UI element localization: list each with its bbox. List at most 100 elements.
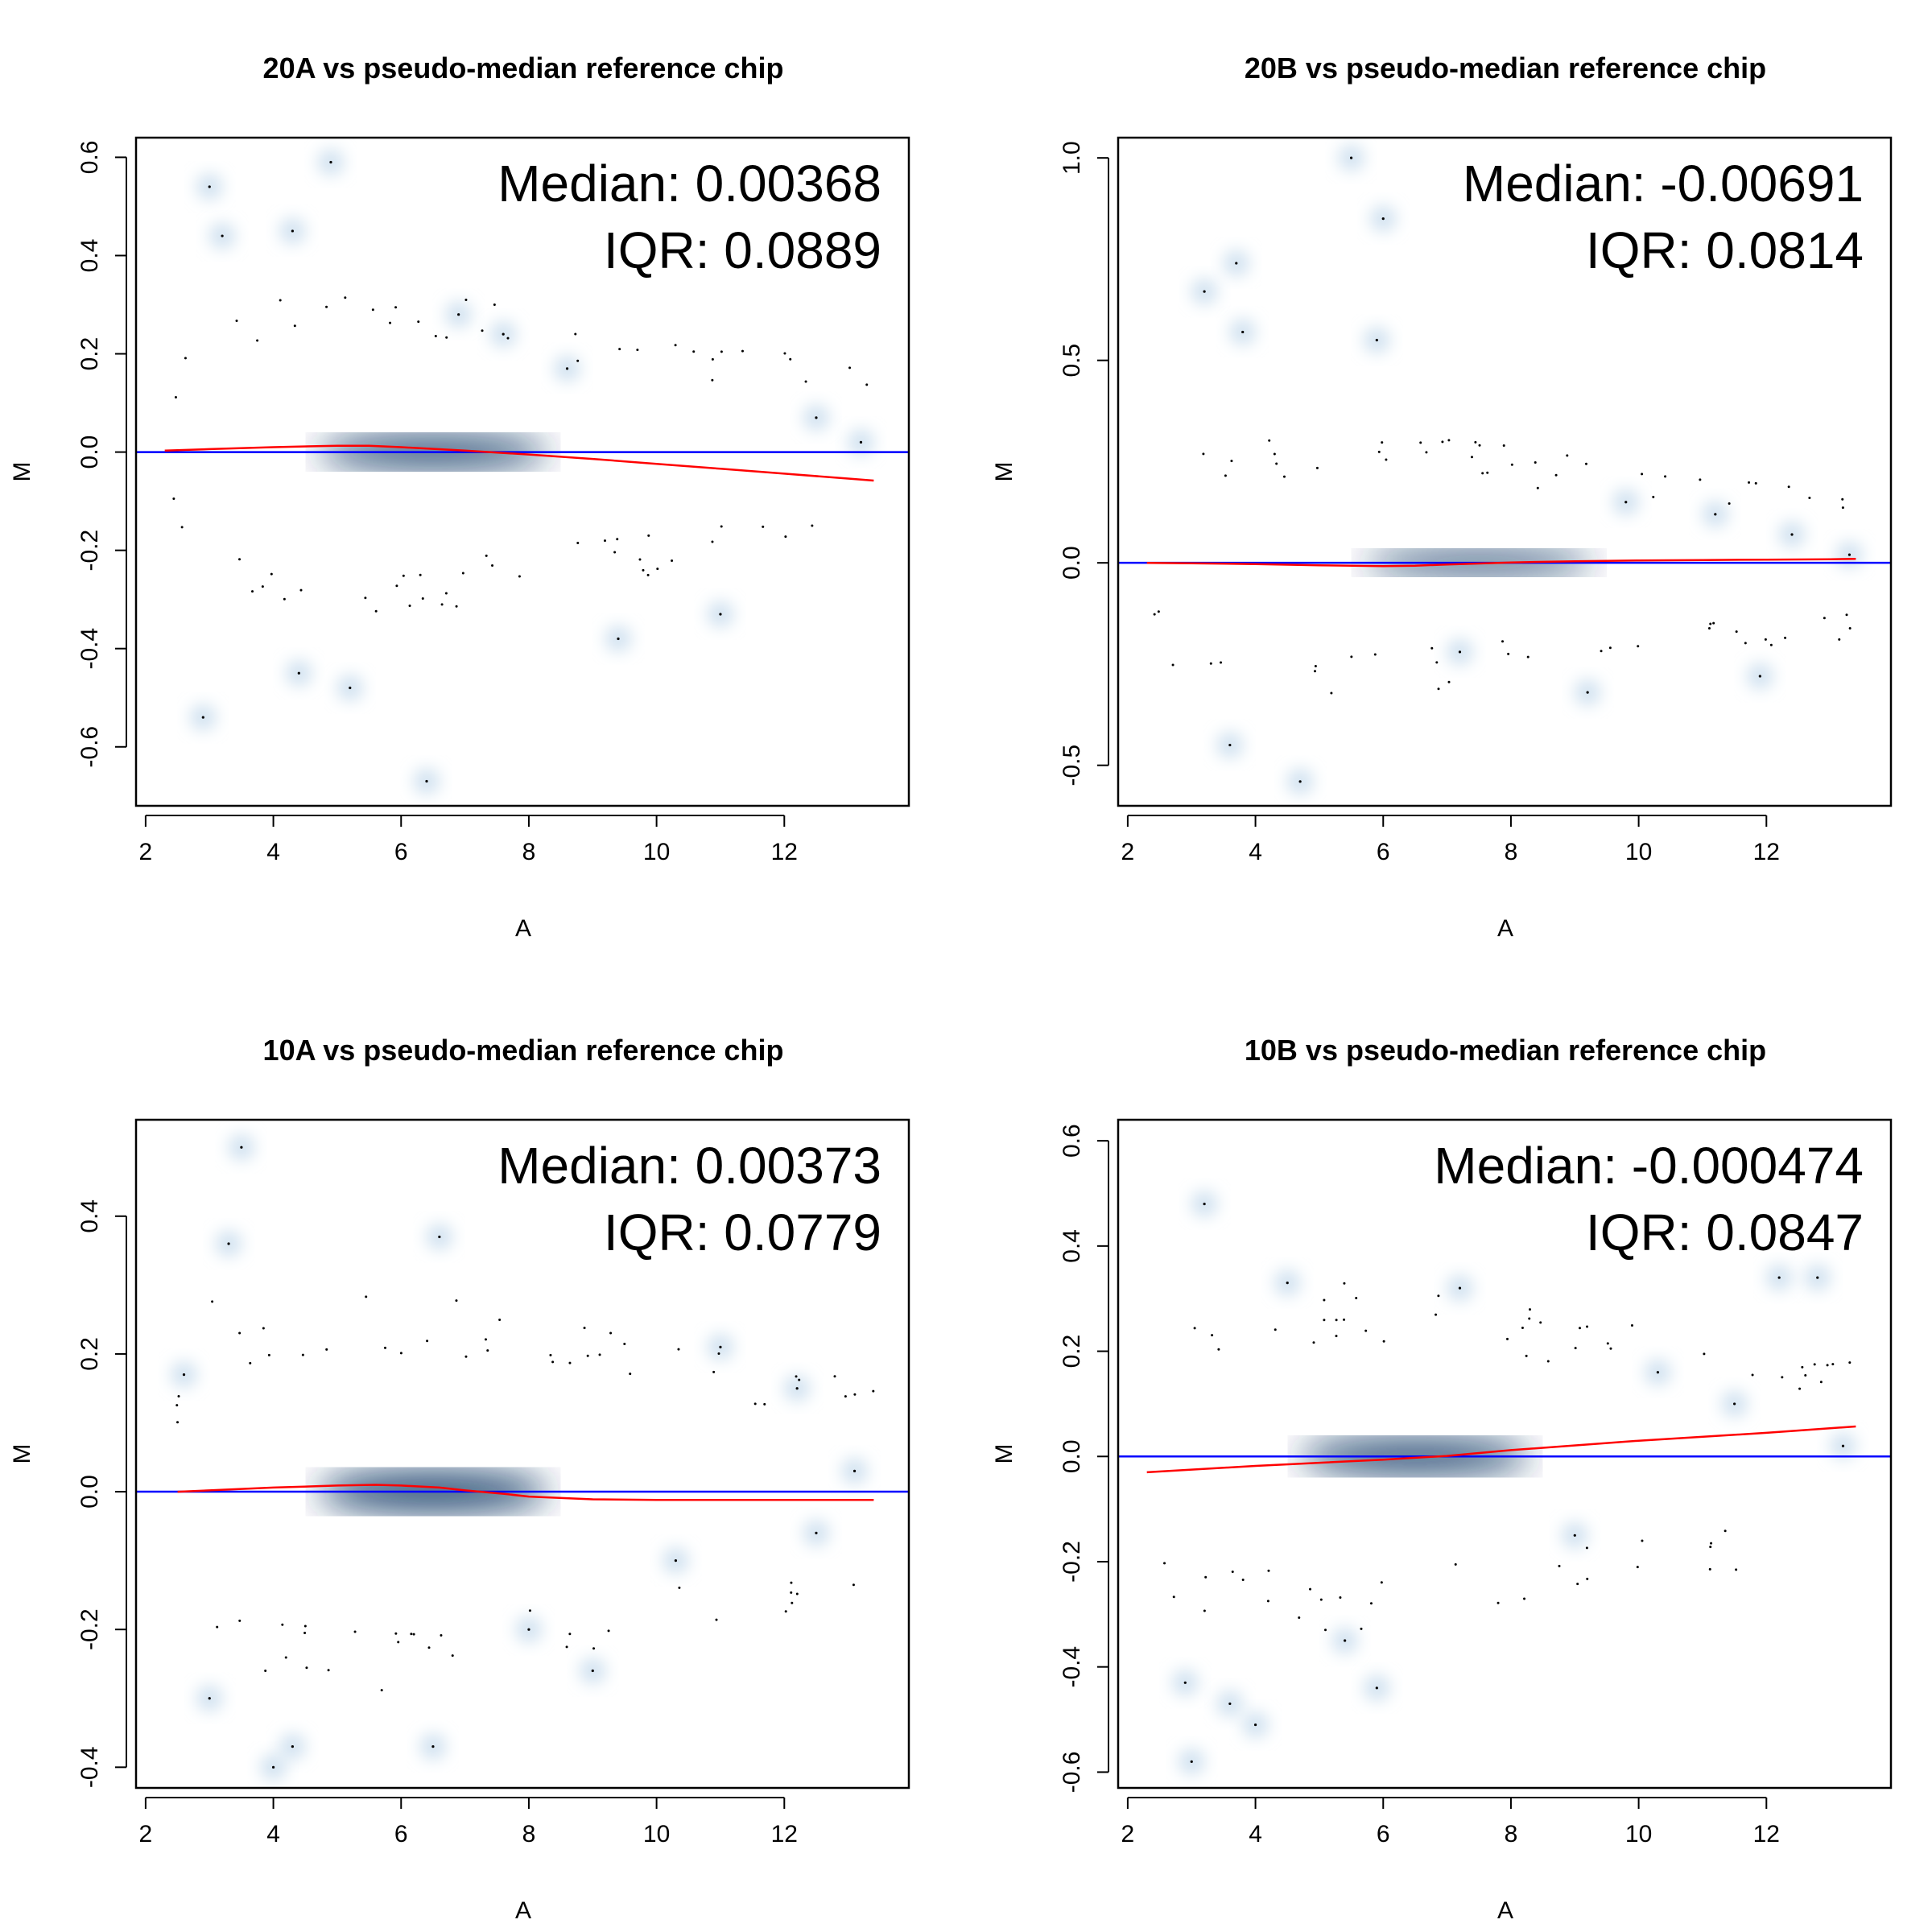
x-tick-label: 6 [1377, 1821, 1390, 1847]
scatter-point [592, 1647, 596, 1650]
outlier-point [240, 1146, 243, 1149]
scatter-point [486, 1349, 489, 1352]
y-tick-label: 0.0 [1059, 1439, 1085, 1473]
scatter-point [464, 299, 468, 302]
scatter-point [180, 526, 184, 529]
y-tick-label: -0.2 [76, 1608, 103, 1650]
x-tick-label: 10 [1625, 839, 1652, 865]
outlier-point [1733, 1402, 1736, 1406]
y-axis: -0.4 -0.2 0.0 0.2 0.4 [76, 1199, 127, 1788]
scatter-point [1282, 475, 1286, 478]
scatter-point [1586, 1325, 1589, 1328]
scatter-point [238, 558, 242, 561]
scatter-point [1744, 642, 1747, 645]
scatter-point [481, 329, 484, 332]
y-tick-label: 0.4 [76, 239, 103, 273]
x-tick-label: 4 [266, 1821, 280, 1847]
scatter-point [1163, 1562, 1166, 1565]
outlier-point [1241, 330, 1245, 334]
outlier-point [1758, 675, 1761, 678]
scatter-point [1838, 638, 1841, 641]
scatter-point [1335, 1335, 1338, 1338]
scatter-point [267, 1353, 270, 1356]
scatter-point [647, 534, 650, 537]
y-tick-label: -0.4 [76, 628, 103, 670]
scatter-point [1539, 1321, 1542, 1324]
outlier-point [1790, 533, 1794, 536]
scatter-point [1608, 646, 1612, 650]
scatter-point [264, 1669, 267, 1672]
scatter-point [1699, 478, 1702, 481]
scatter-point [1435, 661, 1439, 664]
y-axis: -0.6 -0.4 -0.2 0.0 0.2 0.4 0.6 [1059, 1124, 1109, 1793]
scatter-point [408, 604, 411, 607]
scatter-point [461, 572, 464, 575]
scatter-point [741, 349, 744, 353]
outlier-point [815, 1531, 818, 1535]
scatter-point [1343, 1282, 1346, 1285]
outlier-point [1816, 1276, 1819, 1279]
x-axis-label: A [515, 1897, 531, 1924]
scatter-point [1314, 664, 1317, 667]
panel-title: 20B vs pseudo-median reference chip [1245, 52, 1766, 85]
scatter-point [568, 1361, 572, 1364]
scatter-point [1804, 1373, 1807, 1377]
plot-frame [1117, 136, 1893, 807]
scatter-point [833, 1375, 836, 1378]
outlier-point [1203, 290, 1206, 293]
outlier-point [1203, 1202, 1206, 1206]
y-tick-label: 0.5 [1059, 344, 1085, 378]
scatter-point [1585, 1546, 1588, 1550]
scatter-point [1534, 460, 1537, 464]
scatter-point [419, 573, 422, 576]
scatter-point [1521, 1327, 1524, 1330]
scatter-point [763, 1402, 766, 1406]
scatter-point [1748, 481, 1751, 484]
y-tick-label: -0.4 [1059, 1646, 1085, 1688]
panel-10a-plot [136, 1134, 909, 1781]
scatter-point [1808, 496, 1811, 499]
scatter-point [1268, 439, 1271, 442]
scatter-point [789, 357, 792, 361]
scatter-point [1430, 646, 1434, 650]
scatter-point [440, 603, 444, 606]
scatter-point [353, 1630, 357, 1633]
outlier-point [1298, 780, 1302, 783]
outlier-point [1228, 1702, 1232, 1706]
scatter-point [711, 540, 714, 543]
scatter-point [1813, 1363, 1816, 1366]
x-tick-label: 12 [771, 839, 798, 865]
loess-curve [164, 444, 874, 482]
scatter-point [677, 1348, 680, 1351]
scatter-point [753, 1402, 757, 1406]
x-tick-label: 2 [1121, 839, 1135, 865]
scatter-point [1781, 1376, 1784, 1379]
scatter-point [434, 335, 437, 338]
outlier-point [1586, 691, 1589, 694]
scatter-point [783, 352, 786, 355]
scatter-point [279, 299, 282, 302]
x-tick-label: 2 [139, 1821, 153, 1847]
outlier-point [457, 313, 460, 316]
scatter-point [1425, 451, 1428, 454]
scatter-point [1380, 1581, 1383, 1584]
x-tick-label: 4 [1249, 839, 1262, 865]
y-axis: -0.6 -0.4 -0.2 0.0 0.2 0.4 0.6 [76, 141, 127, 768]
scatter-point [1478, 444, 1481, 447]
scatter-point [1826, 1364, 1829, 1367]
y-axis-label: M [9, 1444, 35, 1464]
scatter-point [412, 1633, 415, 1636]
panel-20a: 20A vs pseudo-median reference chip 2 4 6 8… [9, 52, 910, 942]
scatter-point [811, 524, 814, 527]
scatter-point [380, 1689, 383, 1692]
scatter-point [364, 597, 367, 600]
scatter-point [440, 1634, 443, 1637]
outlier-point [1253, 1723, 1257, 1727]
scatter-point [1566, 454, 1569, 457]
scatter-point [1447, 680, 1451, 683]
scatter-point [618, 348, 621, 351]
outlier-point [815, 416, 818, 419]
panel-20b: 20B vs pseudo-median reference chip 2 4 6 8… [991, 52, 1893, 942]
scatter-point [402, 574, 405, 577]
scatter-point [1323, 1319, 1326, 1322]
